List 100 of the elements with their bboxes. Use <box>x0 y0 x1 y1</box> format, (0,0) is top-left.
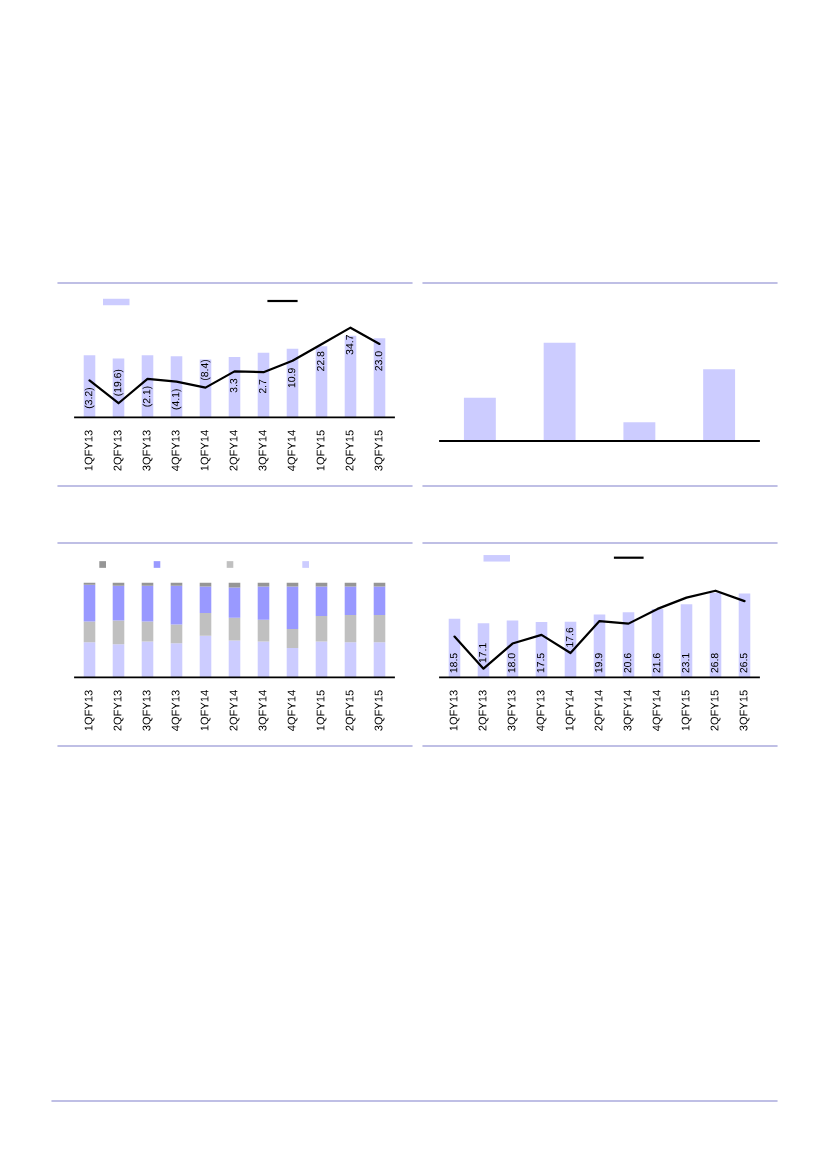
data-label: 10.9 <box>287 368 296 388</box>
data-label: 34.7 <box>345 335 354 355</box>
bar <box>112 620 125 645</box>
bar <box>286 648 299 678</box>
data-label: (19.6) <box>113 369 124 396</box>
bar <box>199 582 212 587</box>
bar <box>228 582 241 588</box>
x-tick-label: 2QFY15 <box>345 430 356 471</box>
bar <box>199 586 212 614</box>
x-tick-label: 4QFY13 <box>171 430 182 471</box>
bar <box>257 619 270 642</box>
data-label: 22.8 <box>316 351 325 371</box>
bar <box>170 582 183 586</box>
bar <box>83 621 96 643</box>
bar <box>286 582 299 587</box>
x-tick-label: 1QFY14 <box>565 690 576 731</box>
data-label: 23.0 <box>374 351 383 371</box>
bar <box>228 587 241 618</box>
bar <box>623 422 656 441</box>
x-tick-label: 3QFY13 <box>507 690 518 731</box>
data-label: (2.1) <box>142 386 153 407</box>
x-tick-label: 2QFY14 <box>229 430 240 471</box>
bar <box>170 585 183 625</box>
bar <box>141 585 154 622</box>
bar <box>344 582 357 587</box>
data-label: 17.5 <box>537 653 545 673</box>
data-label: 26.5 <box>739 653 748 673</box>
bar <box>141 641 154 678</box>
bar <box>315 582 328 587</box>
x-tick-label: 4QFY14 <box>652 690 663 731</box>
x-tick-label: 2QFY15 <box>345 690 356 731</box>
data-label: 17.1 <box>479 643 487 663</box>
bar <box>112 644 125 678</box>
data-label: 26.8 <box>710 653 719 673</box>
x-tick-label: 1QFY14 <box>200 430 211 471</box>
x-tick-label: 3QFY15 <box>374 690 385 731</box>
bar <box>170 643 183 678</box>
data-label: (3.2) <box>84 388 95 409</box>
bar <box>315 641 328 678</box>
bar <box>373 582 386 587</box>
x-tick-label: 3QFY13 <box>142 430 153 471</box>
bar <box>112 582 125 586</box>
x-tick-label: 3QFY14 <box>258 430 269 471</box>
x-tick-label: 1QFY15 <box>681 690 692 731</box>
x-tick-label: 1QFY13 <box>84 430 95 471</box>
bar <box>344 614 357 643</box>
x-tick-label: 2QFY13 <box>113 690 124 731</box>
x-tick-label: 4QFY13 <box>171 690 182 731</box>
bar <box>257 586 270 620</box>
x-tick-label: 4QFY13 <box>536 690 547 731</box>
x-tick-label: 2QFY15 <box>710 690 721 731</box>
bar <box>257 641 270 678</box>
data-label: 19.9 <box>594 653 603 673</box>
data-label: 18.0 <box>507 653 516 673</box>
bar <box>286 586 299 630</box>
data-label: 18.5 <box>449 653 458 673</box>
bar <box>141 582 154 586</box>
data-label: 2.7 <box>258 379 267 394</box>
bar <box>228 640 241 678</box>
bar <box>373 586 386 615</box>
bar <box>141 621 154 642</box>
x-tick-label: 1QFY13 <box>84 690 95 731</box>
bar <box>228 617 241 641</box>
x-tick-label: 2QFY14 <box>229 690 240 731</box>
bar <box>344 586 357 615</box>
bar <box>83 584 96 622</box>
x-tick-label: 4QFY14 <box>287 690 298 731</box>
bar <box>344 642 357 678</box>
data-label: 3.3 <box>229 378 238 393</box>
x-tick-label: 1QFY13 <box>449 690 460 731</box>
x-tick-label: 3QFY14 <box>623 690 634 731</box>
bar <box>703 369 736 441</box>
bar <box>257 582 270 587</box>
bar <box>543 342 576 441</box>
bar <box>83 642 96 678</box>
bar <box>373 614 386 643</box>
bar <box>112 585 125 621</box>
x-tick-label: 2QFY13 <box>478 690 489 731</box>
x-tick-label: 1QFY14 <box>200 690 211 731</box>
x-tick-label: 2QFY14 <box>594 690 605 731</box>
bar <box>199 635 212 678</box>
x-tick-label: 4QFY14 <box>287 430 298 471</box>
data-label: 21.6 <box>652 653 661 673</box>
bar <box>463 397 496 441</box>
bar <box>315 615 328 642</box>
x-tick-label: 3QFY13 <box>142 690 153 731</box>
x-tick-label: 1QFY15 <box>316 430 327 471</box>
data-label: (4.1) <box>171 389 182 410</box>
bar <box>199 613 212 636</box>
x-tick-label: 3QFY15 <box>739 690 750 731</box>
data-label: 17.6 <box>565 627 574 647</box>
x-tick-label: 3QFY15 <box>374 430 385 471</box>
bar <box>170 624 183 644</box>
x-tick-label: 2QFY13 <box>113 430 124 471</box>
data-label: (8.4) <box>200 359 211 381</box>
bar <box>315 586 328 616</box>
bar <box>373 642 386 678</box>
data-label: 23.1 <box>681 653 690 673</box>
x-tick-label: 1QFY15 <box>316 690 327 731</box>
x-tick-label: 3QFY14 <box>258 690 269 731</box>
